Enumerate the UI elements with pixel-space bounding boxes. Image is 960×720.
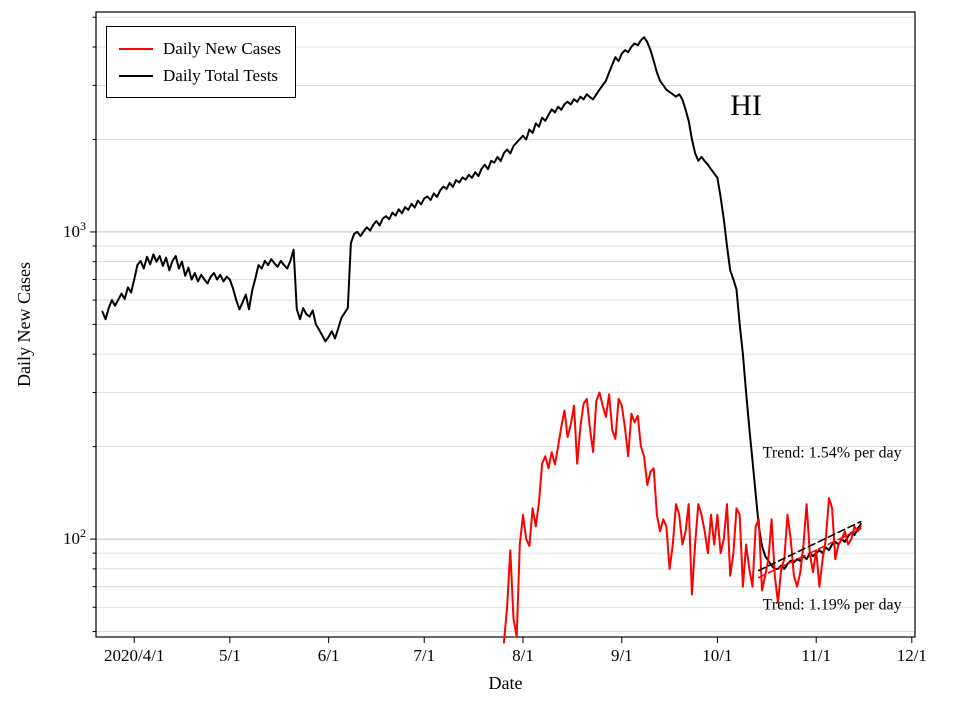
series-2 [757,520,862,572]
legend-swatch-cases [119,47,153,50]
series-3 [757,527,862,579]
legend-label-cases: Daily New Cases [163,38,282,58]
x-tick-label: 12/1 [897,646,927,665]
annotation-trend-upper: Trend: 1.54% per day [763,445,902,462]
x-tick-label: 11/1 [801,646,831,665]
x-tick-label: 8/1 [512,646,534,665]
plot-border [95,11,916,638]
y-tick-label: 103 [63,219,86,241]
legend-item-tests: Daily Total Tests [119,62,281,89]
legend-swatch-tests [119,74,153,77]
y-axis-label: Daily New Cases [14,262,34,387]
annotation-trend-lower: Trend: 1.19% per day [763,596,902,613]
x-tick-label: 5/1 [219,646,241,665]
y-tick-label: 102 [63,526,86,548]
x-tick-label: 6/1 [318,646,340,665]
x-tick-label: 9/1 [611,646,633,665]
x-axis-label: Date [489,673,523,693]
legend-item-cases: Daily New Cases [119,35,281,62]
legend-label-tests: Daily Total Tests [163,65,279,85]
x-tick-label: 10/1 [702,646,732,665]
x-tick-label: 2020/4/1 [104,646,164,665]
legend: Daily New Cases Daily Total Tests [106,26,297,98]
annotation-state-label: HI [730,89,762,122]
series-1 [502,391,862,644]
series-0 [101,36,862,570]
x-tick-label: 7/1 [413,646,435,665]
